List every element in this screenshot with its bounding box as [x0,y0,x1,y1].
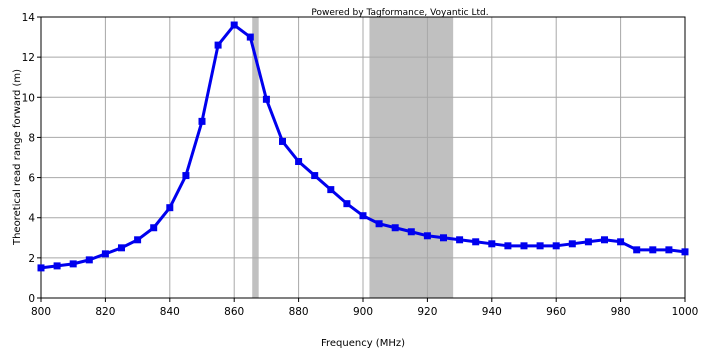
x-tick-label: 980 [611,306,631,318]
y-tick-label: 14 [22,12,36,24]
data-point [633,246,641,254]
data-point [584,238,592,246]
data-point [295,158,303,166]
axis-ticks: 800 820 840 860 880 900 920 940 960 980 1000 0 2 4 6 8 1… [22,12,699,318]
grid-lines [41,17,685,298]
data-point [391,224,399,232]
data-point [262,95,270,103]
data-point [166,204,174,212]
data-point [359,212,367,220]
x-tick-label: 920 [417,306,437,318]
data-point [53,262,61,270]
data-point [311,172,319,180]
y-tick-label: 2 [28,253,35,265]
y-tick-label: 10 [22,92,35,104]
data-point [343,200,351,208]
data-point [85,256,93,264]
data-point [617,238,625,246]
x-tick-label: 820 [95,306,115,318]
series-layer [37,21,689,272]
data-point [504,242,512,250]
x-tick-label: 880 [289,306,309,318]
data-point [440,234,447,242]
data-point [182,172,190,180]
data-point [423,232,431,240]
data-point [198,117,206,125]
y-tick-label: 8 [28,132,35,144]
shaded-band-1 [252,17,259,298]
data-point [37,264,45,272]
data-point [601,236,608,244]
shaded-band-2 [369,17,454,298]
y-tick-label: 0 [28,293,35,305]
data-point [101,250,109,258]
data-point [134,236,142,244]
data-point [456,236,464,244]
y-tick-label: 6 [28,173,35,185]
x-tick-label: 840 [160,306,180,318]
data-point [279,137,286,145]
data-point [536,242,544,250]
data-point [665,246,673,254]
shaded-bands [252,17,454,298]
data-point [246,33,254,41]
data-point [375,220,383,228]
data-point [488,240,496,248]
data-point [568,240,576,248]
x-tick-label: 860 [224,306,244,318]
data-point [118,244,125,252]
x-axis-label: Frequency (MHz) [321,338,405,349]
data-point [472,238,480,246]
x-tick-label: 940 [482,306,502,318]
data-point [520,242,528,250]
y-tick-label: 4 [28,213,35,225]
data-point [214,41,222,49]
data-point [230,21,238,29]
y-axis-label: Theoretical read range forward (m) [12,69,23,246]
data-point [407,228,415,236]
x-tick-label: 960 [546,306,566,318]
data-point [552,242,560,250]
x-tick-label: 800 [31,306,51,318]
y-tick-label: 12 [22,52,35,64]
x-tick-label: 1000 [672,306,699,318]
data-point [327,186,335,194]
data-point [649,246,657,254]
x-tick-label: 900 [353,306,373,318]
data-point [150,224,158,232]
data-point [681,248,689,256]
credit-text: Powered by Tagformance, Voyantic Ltd. [311,8,488,18]
data-point [69,260,77,268]
